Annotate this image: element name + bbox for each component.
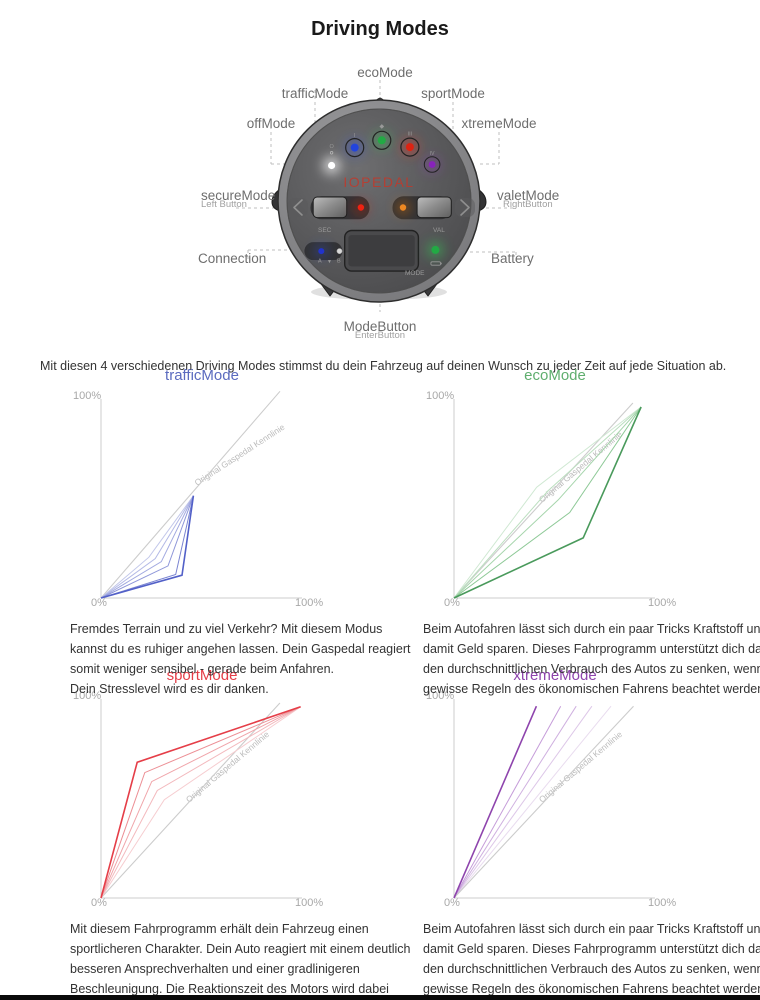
svg-text:O: O bbox=[329, 144, 334, 150]
svg-text:III: III bbox=[408, 131, 413, 137]
svg-text:MODE: MODE bbox=[405, 270, 425, 277]
svg-text:IOPEDAL: IOPEDAL bbox=[343, 174, 414, 190]
svg-text:SEC: SEC bbox=[318, 227, 332, 234]
svg-text:B: B bbox=[337, 259, 341, 265]
svg-text:IV: IV bbox=[430, 151, 435, 157]
svg-text:VAL: VAL bbox=[433, 227, 445, 234]
svg-text:Original Gaspedal Kennlinie: Original Gaspedal Kennlinie bbox=[537, 729, 624, 805]
svg-text:▼: ▼ bbox=[327, 259, 332, 265]
svg-text:Original Gaspedal Kennlinie: Original Gaspedal Kennlinie bbox=[193, 422, 287, 488]
svg-text:◆: ◆ bbox=[379, 124, 384, 130]
svg-text:A: A bbox=[318, 259, 322, 265]
